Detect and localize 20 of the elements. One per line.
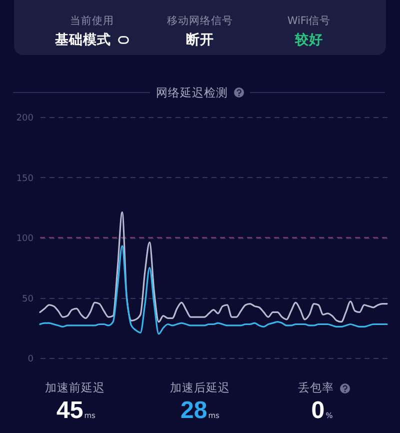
y-tick-label: 150 [16, 174, 34, 184]
y-tick-label: 100 [16, 234, 34, 244]
text: 较好 [295, 31, 323, 49]
chart-title: 网络延迟检测 [156, 85, 228, 100]
text: 当前使用 [70, 14, 114, 28]
text: 28 [180, 397, 208, 425]
text: WiFi信号 [287, 14, 331, 28]
text: 45 [56, 397, 84, 425]
text: 加速后延迟 [170, 380, 230, 396]
text: 0 [311, 397, 325, 425]
y-tick-label: 0 [28, 354, 34, 364]
line-series [39, 211, 388, 323]
text: 基础模式 [55, 31, 111, 49]
line-series [39, 245, 388, 335]
text: 断开 [186, 31, 214, 49]
y-tick-label: 200 [16, 114, 34, 124]
text: 移动网络信号 [167, 14, 233, 28]
text: 加速前延迟 [45, 380, 105, 396]
text: 丢包率 [298, 380, 334, 396]
y-tick-label: 50 [22, 294, 34, 304]
